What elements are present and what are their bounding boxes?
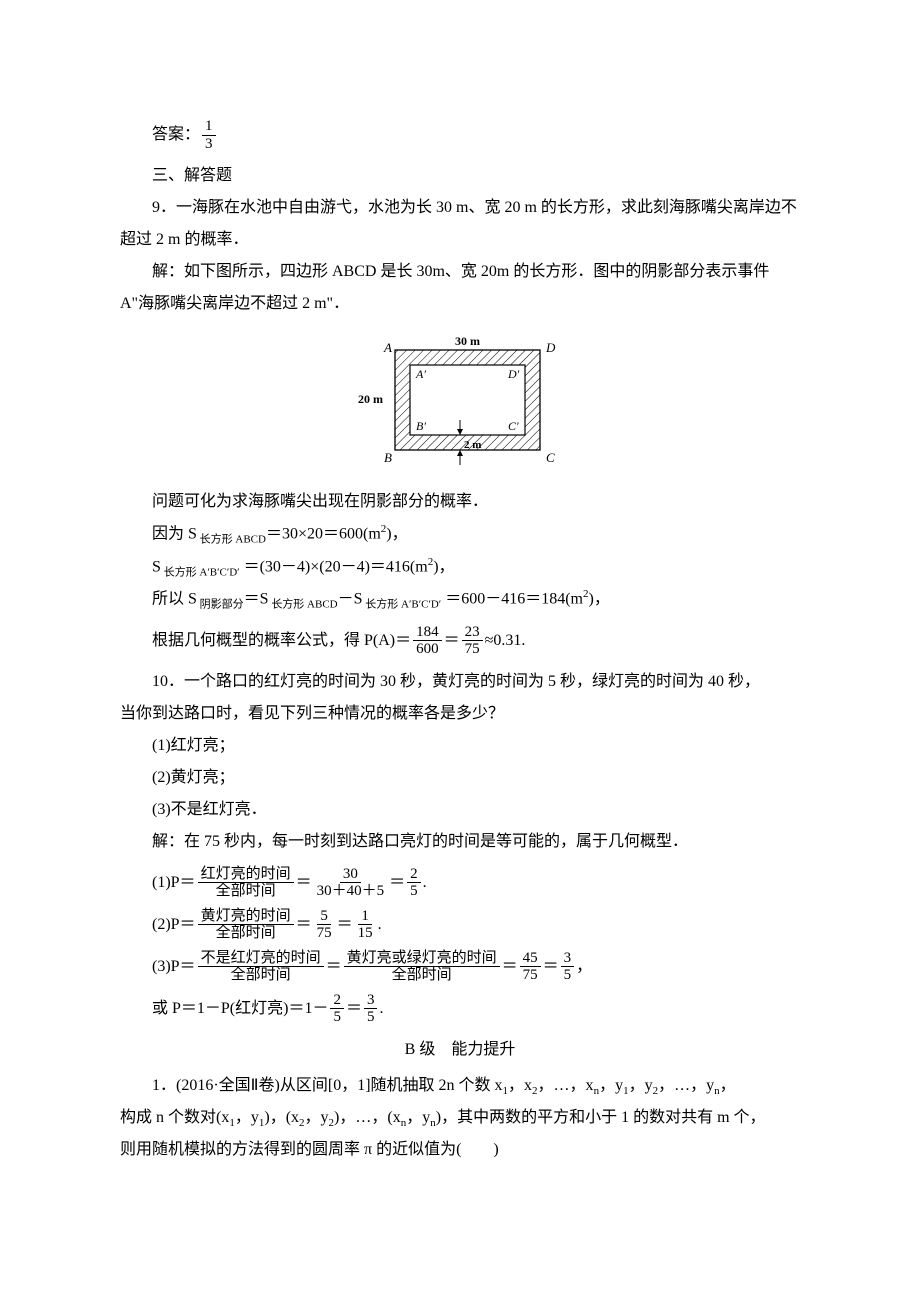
q9-s4: 根据几何概型的概率公式，得 P(A)＝ 184600 ＝ 2375 ≈0.31. <box>120 624 800 658</box>
q9-sol1: 解：如下图所示，四边形 ABCD 是长 30m、宽 20m 的长方形．图中的阴影… <box>120 256 800 288</box>
pool-diagram: A D B C 30 m 20 m A′ D′ B′ C′ 2 m <box>350 330 570 480</box>
secB-heading: B 级 能力提升 <box>120 1034 800 1066</box>
lbl-Dp: D′ <box>507 367 520 381</box>
q10-solpre: 解：在 75 秒内，每一时刻到达路口亮灯的时间是等可能的，属于几何概型． <box>120 826 800 858</box>
q9-s3: 所以 S 阴影部分＝S 长方形 ABCD－S 长方形 A′B′C′D′ ＝600… <box>120 583 800 616</box>
lbl-D: D <box>545 340 556 355</box>
q1b-l1: 1．(2016·全国Ⅱ卷)从区间[0，1]随机抽取 2n 个数 x1，x2，…，… <box>120 1070 800 1102</box>
q10-i2: (2)黄灯亮； <box>120 762 800 794</box>
lbl-Ap: A′ <box>415 367 426 381</box>
q9-s1: 因为 S 长方形 ABCD＝30×20＝600(m2)， <box>120 518 800 551</box>
q9-sol2: A"海豚嘴尖离岸边不超过 2 m"． <box>120 288 800 320</box>
q1b-l3: 则用随机模拟的方法得到的圆周率 π 的近似值为( ) <box>120 1134 800 1166</box>
q10-t2: 当你到达路口时，看见下列三种情况的概率各是多少？ <box>120 698 800 730</box>
answer-prefix: 答案： <box>152 125 200 144</box>
q9-text: 9．一海豚在水池中自由游弋，水池为长 30 m、宽 20 m 的长方形，求此刻海… <box>120 192 800 256</box>
lbl-Bp: B′ <box>416 419 426 433</box>
q10-a3: (3)P＝ 不是红灯亮的时间全部时间 ＝ 黄灯亮或绿灯亮的时间全部时间 ＝ 45… <box>120 950 800 984</box>
q10-a4: 或 P＝1－P(红灯亮)＝1－ 25 ＝ 35 . <box>120 992 800 1026</box>
answer-frac: 1 3 <box>202 118 216 152</box>
q10-i1: (1)红灯亮； <box>120 730 800 762</box>
q1b-l2: 构成 n 个数对(x1，y1)，(x2，y2)，…，(xn，yn)，其中两数的平… <box>120 1102 800 1134</box>
lbl-20m: 20 m <box>358 392 383 406</box>
q10-t1: 10．一个路口的红灯亮的时间为 30 秒，黄灯亮的时间为 5 秒，绿灯亮的时间为… <box>120 666 800 698</box>
lbl-A: A <box>383 340 392 355</box>
q10-a1: (1)P＝ 红灯亮的时间全部时间 ＝ 3030＋40＋5 ＝ 25 . <box>120 866 800 900</box>
q10-i3: (3)不是红灯亮． <box>120 794 800 826</box>
lbl-Cp: C′ <box>508 419 519 433</box>
q9-after: 问题可化为求海豚嘴尖出现在阴影部分的概率． <box>120 486 800 518</box>
lbl-B: B <box>384 450 392 465</box>
lbl-30m: 30 m <box>455 334 480 348</box>
q9-s2: S 长方形 A′B′C′D′ ＝(30－4)×(20－4)＝416(m2)， <box>120 551 800 584</box>
lbl-C: C <box>546 450 555 465</box>
answer-line: 答案： 1 3 <box>120 118 800 152</box>
q9-figure: A D B C 30 m 20 m A′ D′ B′ C′ 2 m <box>120 330 800 480</box>
lbl-2m: 2 m <box>464 439 481 451</box>
section3-heading: 三、解答题 <box>120 160 800 192</box>
q10-a2: (2)P＝ 黄灯亮的时间全部时间 ＝ 575 ＝ 115 . <box>120 908 800 942</box>
